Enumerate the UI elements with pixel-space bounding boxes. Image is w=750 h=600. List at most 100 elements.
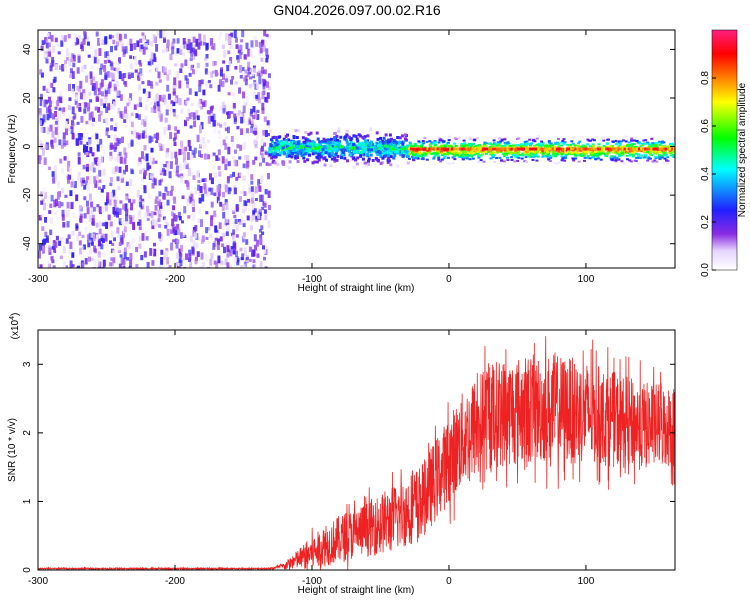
heatmap-cell xyxy=(481,153,484,156)
heatmap-cell xyxy=(171,218,175,227)
heatmap-cell xyxy=(260,134,264,140)
heatmap-cell xyxy=(415,149,419,152)
heatmap-cell xyxy=(235,250,238,258)
heatmap-cell xyxy=(618,142,622,145)
heatmap-cell xyxy=(230,111,234,115)
heatmap-cell xyxy=(71,264,75,268)
heatmap-cell xyxy=(135,132,139,139)
heatmap-cell xyxy=(548,145,552,148)
heatmap-cell xyxy=(263,247,267,254)
heatmap-cell xyxy=(421,157,425,160)
heatmap-cell xyxy=(652,147,656,151)
heatmap-cell xyxy=(68,127,72,132)
heatmap-cell xyxy=(647,145,651,148)
heatmap-cell xyxy=(111,35,115,39)
heatmap-cell xyxy=(416,147,420,151)
heatmap-cell xyxy=(630,149,634,152)
heatmap-cell xyxy=(563,159,567,162)
heatmap-cell xyxy=(252,259,256,264)
heatmap-cell xyxy=(224,127,228,132)
heatmap-cell xyxy=(193,120,197,128)
heatmap-cell xyxy=(551,144,554,147)
heatmap-cell xyxy=(55,64,59,70)
heatmap-cell xyxy=(45,140,49,144)
heatmap-cell xyxy=(498,137,502,140)
heatmap-cell xyxy=(319,146,323,149)
heatmap-cell xyxy=(201,239,204,244)
heatmap-cell xyxy=(262,45,266,52)
heatmap-cell xyxy=(77,133,81,141)
heatmap-cell xyxy=(94,49,98,58)
heatmap-cell xyxy=(199,138,203,147)
heatmap-cell xyxy=(447,135,451,138)
heatmap-cell xyxy=(429,144,433,147)
heatmap-cell xyxy=(346,146,350,150)
heatmap-cell xyxy=(374,156,378,160)
heatmap-cell xyxy=(156,101,160,107)
heatmap-cell xyxy=(447,141,450,144)
heatmap-cell xyxy=(138,157,142,162)
heatmap-cell xyxy=(560,153,564,155)
heatmap-cell xyxy=(508,147,512,151)
heatmap-cell xyxy=(454,144,458,147)
heatmap-cell xyxy=(257,92,261,100)
heatmap-cell xyxy=(219,140,223,149)
heatmap-cell xyxy=(641,143,645,145)
heatmap-cell xyxy=(179,49,183,55)
y-tick-label: 20 xyxy=(22,92,33,104)
heatmap-cell xyxy=(223,246,226,254)
heatmap-cell xyxy=(356,156,360,160)
heatmap-cell xyxy=(578,140,582,143)
heatmap-cell xyxy=(633,150,637,153)
heatmap-cell xyxy=(81,234,85,239)
heatmap-cell xyxy=(114,196,118,203)
heatmap-cell xyxy=(249,225,253,231)
heatmap-cell xyxy=(313,160,317,164)
heatmap-cell xyxy=(102,185,106,189)
heatmap-cell xyxy=(399,151,403,155)
heatmap-cell xyxy=(566,143,570,146)
heatmap-cell xyxy=(647,151,651,154)
heatmap-cell xyxy=(92,83,96,90)
heatmap-cell xyxy=(337,129,341,133)
heatmap-cell xyxy=(401,150,405,154)
heatmap-cell xyxy=(561,139,565,142)
heatmap-cell xyxy=(245,42,249,50)
heatmap-cell xyxy=(306,158,310,162)
heatmap-cell xyxy=(253,35,257,41)
heatmap-cell xyxy=(607,147,611,151)
heatmap-cell xyxy=(246,170,249,174)
heatmap-cell xyxy=(428,149,432,152)
heatmap-cell xyxy=(433,154,437,157)
heatmap-cell xyxy=(157,104,161,112)
heatmap-cell xyxy=(226,262,230,268)
heatmap-cell xyxy=(81,245,85,250)
heatmap-cell xyxy=(355,137,359,141)
heatmap-cell xyxy=(663,150,667,153)
heatmap-cell xyxy=(45,235,49,243)
heatmap-cell xyxy=(577,142,580,145)
heatmap-cell xyxy=(248,187,252,194)
heatmap-cell xyxy=(95,133,99,140)
heatmap-cell xyxy=(166,257,170,265)
heatmap-cell xyxy=(260,139,264,145)
heatmap-cell xyxy=(54,241,58,248)
heatmap-cell xyxy=(579,153,583,156)
heatmap-cell xyxy=(113,134,117,141)
heatmap-cell xyxy=(135,246,139,253)
heatmap-cell xyxy=(75,137,79,146)
heatmap-cell xyxy=(451,147,454,151)
heatmap-cell xyxy=(325,158,328,162)
heatmap-cell xyxy=(162,49,165,54)
heatmap-cell xyxy=(48,50,52,57)
heatmap-cell xyxy=(297,140,301,144)
heatmap-cell xyxy=(200,252,204,260)
heatmap-cell xyxy=(145,236,149,241)
heatmap-cell xyxy=(174,98,178,102)
heatmap-cell xyxy=(296,150,300,154)
heatmap-cell xyxy=(263,256,266,261)
heatmap-cell xyxy=(244,205,248,212)
heatmap-cell xyxy=(357,133,361,137)
heatmap-cell xyxy=(166,199,170,206)
heatmap-cell xyxy=(129,217,133,225)
